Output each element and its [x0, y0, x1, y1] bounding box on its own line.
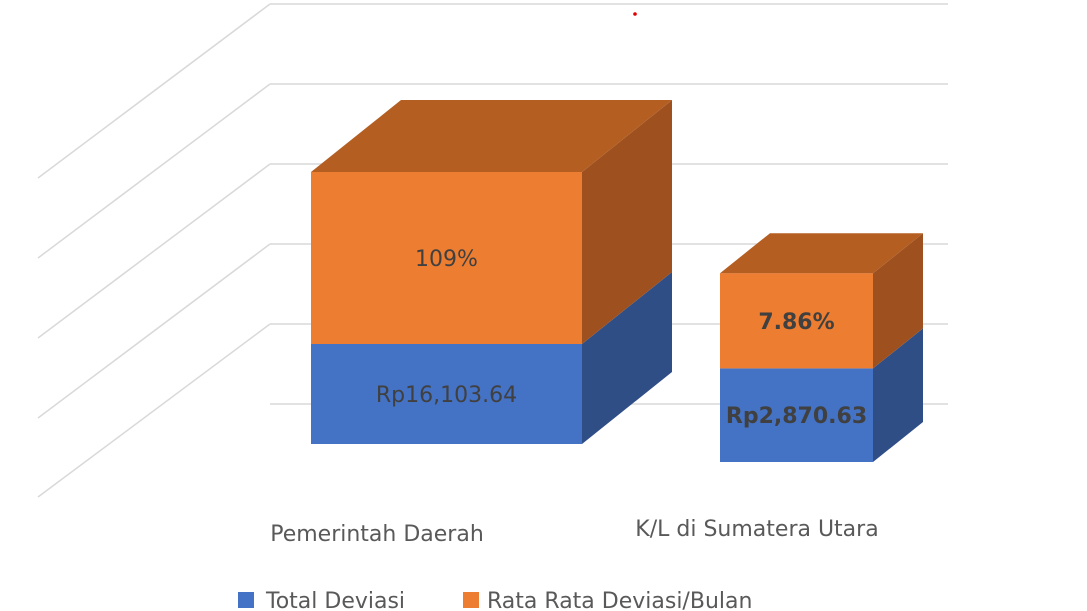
legend: Total Deviasi Rata Rata Deviasi/Bulan: [238, 589, 752, 611]
legend-swatch-rata-rata-deviasi: [463, 592, 479, 608]
data-labels: Rp16,103.64 109% Rp2,870.63 7.86%: [376, 247, 867, 429]
legend-label-total-deviasi: Total Deviasi: [265, 589, 405, 611]
bar-side: [582, 100, 672, 344]
bar-top: [720, 233, 923, 274]
gridline-side: [37, 163, 271, 339]
gridline-side: [37, 3, 271, 179]
category-label-pemerintah-daerah: Pemerintah Daerah: [270, 522, 484, 547]
bar-front: [720, 368, 873, 462]
legend-swatch-total-deviasi: [238, 592, 254, 608]
bar-side: [582, 272, 672, 444]
gridline-side: [37, 323, 271, 498]
gridline-side: [37, 243, 271, 419]
gridline-side: [37, 83, 271, 259]
bar-top: [311, 100, 672, 172]
data-label: 7.86%: [758, 310, 834, 335]
marker-dot: [633, 12, 637, 16]
bar-side: [873, 233, 923, 369]
data-label: Rp16,103.64: [376, 383, 517, 408]
bar-front: [311, 172, 582, 344]
bar-front: [720, 273, 873, 369]
bars: [311, 100, 923, 462]
bar-segment-rata-rata-1: [720, 233, 923, 369]
bar-segment-total-deviasi-0: [311, 272, 672, 444]
bar-segment-rata-rata-0: [311, 100, 672, 344]
category-label-kl-sumatera-utara: K/L di Sumatera Utara: [635, 517, 878, 542]
bar-side: [873, 328, 923, 462]
bar-segment-total-deviasi-1: [720, 328, 923, 462]
legend-label-rata-rata-deviasi: Rata Rata Deviasi/Bulan: [487, 589, 752, 611]
data-label: Rp2,870.63: [726, 404, 867, 429]
bar-front: [311, 344, 582, 444]
data-label: 109%: [415, 247, 478, 272]
